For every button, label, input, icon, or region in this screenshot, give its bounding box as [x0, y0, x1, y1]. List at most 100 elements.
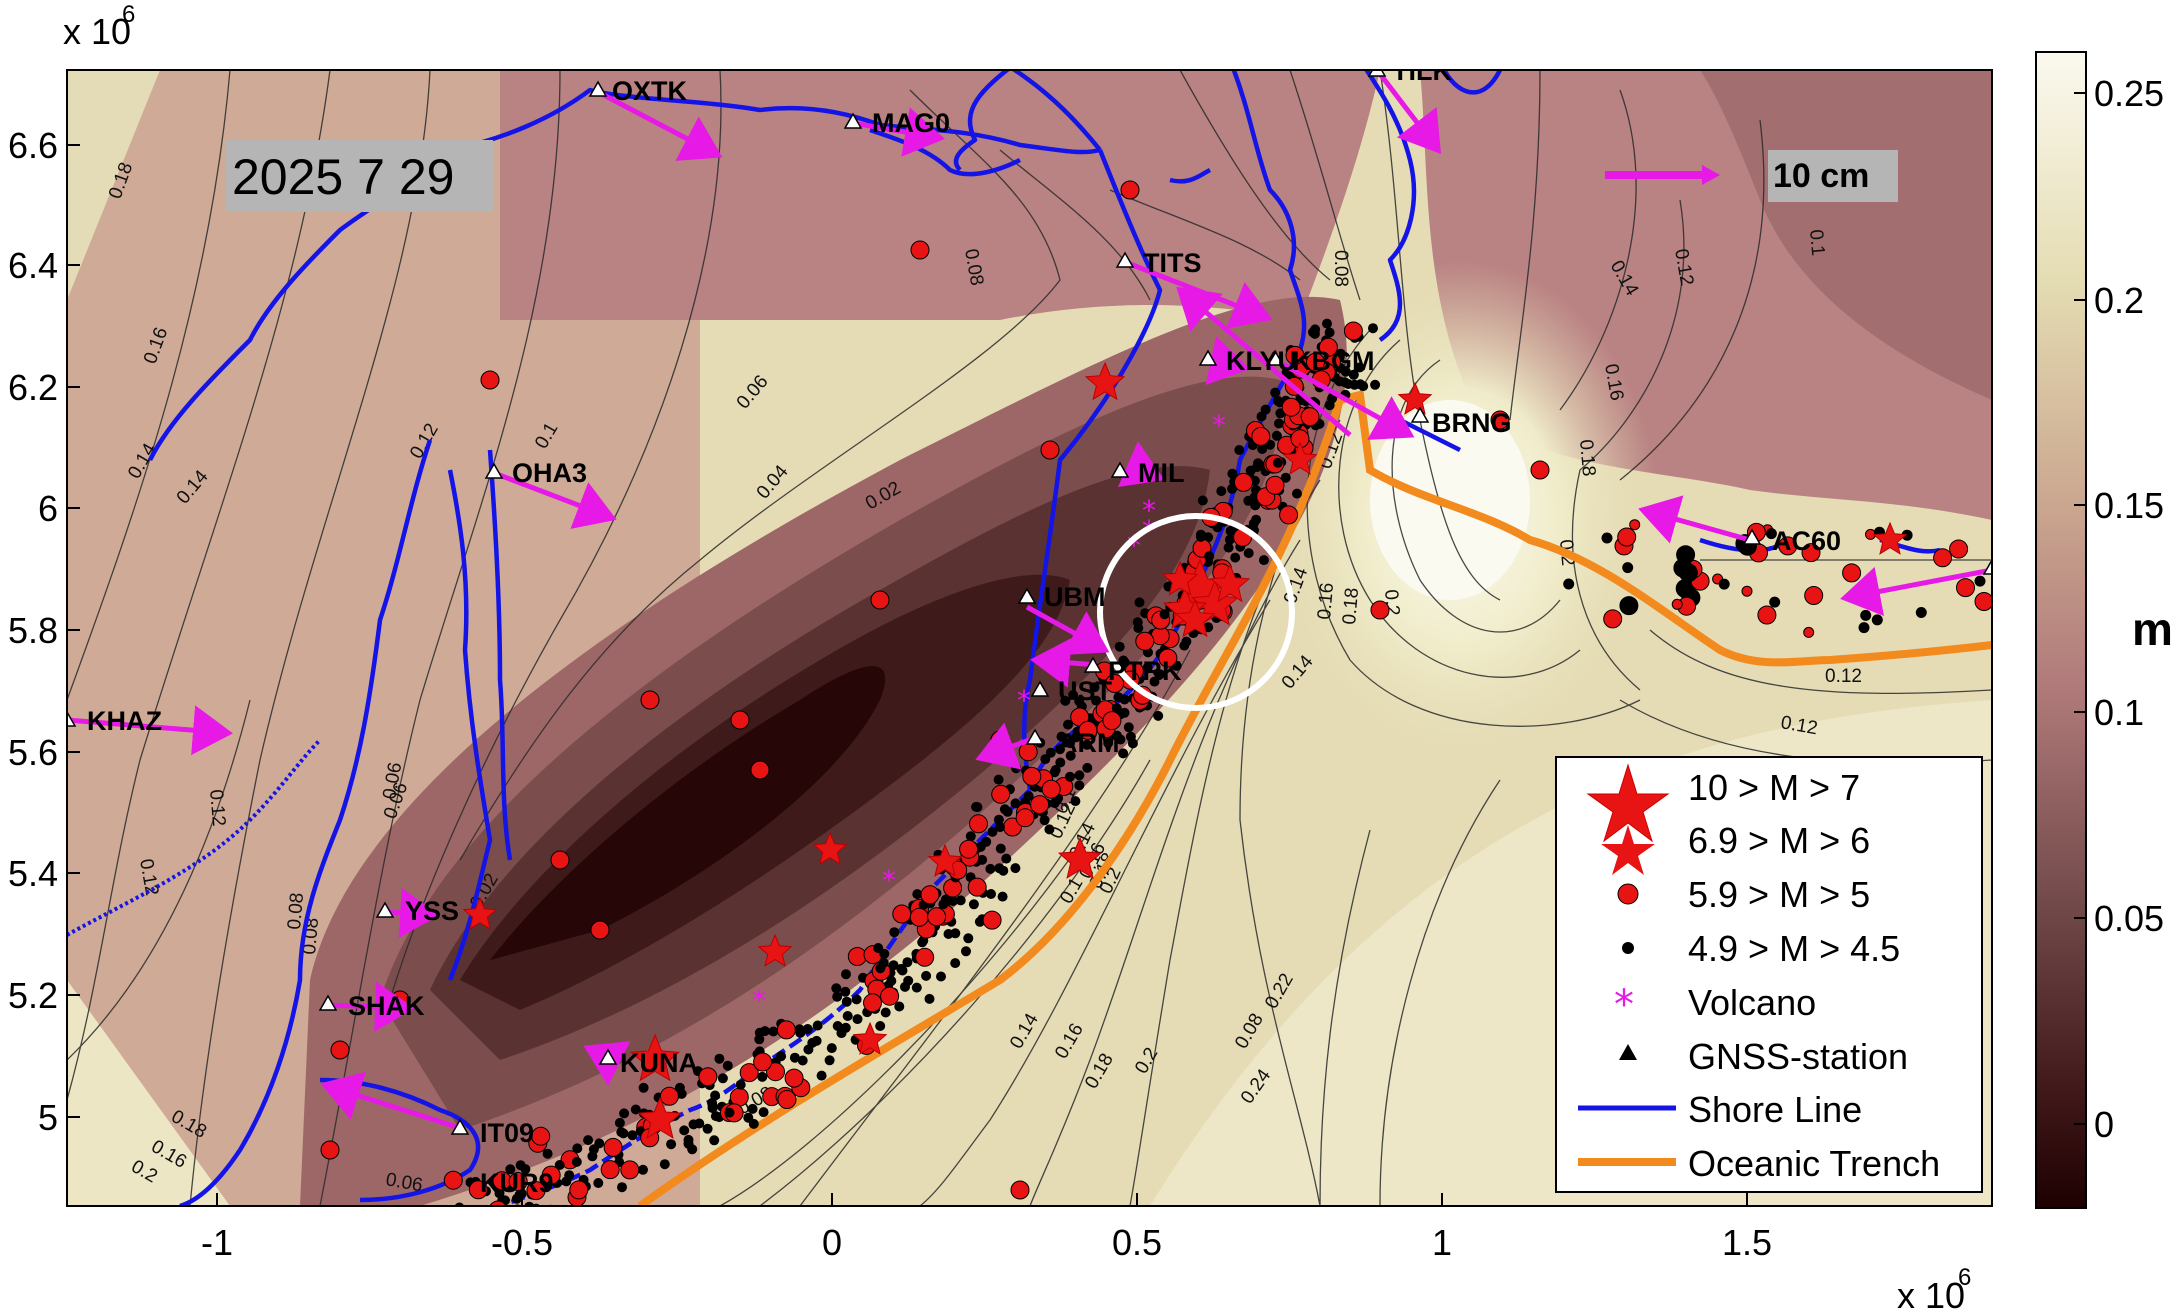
quake-medium — [443, 1170, 463, 1190]
quake-medium — [892, 904, 912, 924]
volcano-marker: * — [982, 744, 996, 777]
quake-aleutian — [1765, 528, 1777, 540]
quake-small — [593, 1178, 604, 1188]
quake-small — [1065, 750, 1076, 761]
quake-aleutian — [1757, 605, 1777, 625]
quake-star — [1209, 563, 1251, 603]
displacement-arrows — [67, 70, 1992, 1131]
quake-small — [542, 1148, 553, 1159]
quake-small — [1354, 362, 1365, 373]
quake-small — [754, 1034, 765, 1045]
quake-small — [1055, 744, 1065, 755]
quake-small — [852, 1014, 863, 1025]
displacement-arrow — [1273, 357, 1415, 440]
quake-medium — [1343, 321, 1363, 341]
quake-small — [709, 1135, 720, 1146]
colorbar-tick: 0.1 — [2094, 692, 2144, 733]
oceanic-trench — [637, 390, 1992, 1206]
quake-small — [1274, 418, 1284, 429]
quake-small — [1134, 597, 1145, 608]
quake-scattered — [910, 240, 930, 260]
quake-small — [1133, 623, 1144, 633]
quake-small — [1142, 662, 1153, 673]
x-tick-label: 1 — [1432, 1222, 1452, 1263]
contour-label: 0.08 — [1330, 250, 1351, 287]
quake-small — [977, 854, 988, 865]
quake-small — [963, 933, 974, 944]
field-northwest-corner — [67, 70, 160, 300]
quake-medium — [698, 1067, 718, 1087]
quake-small — [627, 1130, 638, 1141]
quake-medium — [969, 814, 988, 834]
quake-small — [630, 1104, 641, 1115]
quake-small — [889, 927, 900, 938]
quake-small — [1091, 695, 1102, 706]
gnss-station-triangle — [1410, 406, 1430, 423]
quake-medium — [1300, 407, 1320, 427]
quake-medium — [1030, 795, 1050, 815]
y-tick-label: 5.6 — [8, 732, 58, 773]
quake-small — [811, 1035, 822, 1046]
quake-medium — [959, 839, 979, 859]
quake-aleutian — [1617, 527, 1637, 547]
quake-small — [1082, 739, 1092, 750]
quake-medium — [991, 784, 1011, 804]
quake-small — [487, 1208, 497, 1218]
quake-small — [912, 889, 923, 900]
gnss-station-triangle — [598, 1048, 618, 1065]
quake-small — [880, 1007, 891, 1018]
gnss-station-triangle — [1982, 558, 1992, 575]
quake-small — [1089, 682, 1100, 693]
quake-aleutian — [1778, 536, 1798, 556]
quake-small — [993, 774, 1004, 785]
quake-small — [1258, 555, 1269, 566]
quake-star — [629, 1033, 681, 1082]
quake-small — [995, 822, 1005, 833]
quake-small — [583, 1135, 594, 1146]
quake-small — [1343, 379, 1354, 389]
legend-symbol-star-large — [1586, 763, 1670, 843]
legend-label: Shore Line — [1688, 1089, 1862, 1130]
quake-small — [987, 826, 998, 837]
displacement-arrow — [67, 705, 233, 756]
date-box: 2025 7 29 — [225, 140, 493, 212]
station-label-arm: ARM — [1058, 728, 1120, 758]
quake-small — [1292, 488, 1302, 499]
quake-small — [618, 1128, 629, 1139]
legend-label: Volcano — [1688, 982, 1816, 1023]
quake-aleutian — [1769, 596, 1781, 608]
quake-scattered — [550, 850, 570, 870]
quake-small — [1370, 379, 1381, 390]
map-area: 0.18 0.16 0.14 0.12 0.1 0.08 0.06 0.04 0… — [67, 56, 1992, 1222]
quake-medium — [927, 907, 947, 927]
quake-small — [1223, 542, 1234, 553]
quake-small — [505, 1164, 516, 1175]
quake-small — [707, 1103, 718, 1114]
quake-star — [852, 1021, 888, 1055]
station-label-tilk: TILK — [1392, 56, 1452, 86]
displacement-arrow — [1117, 441, 1165, 487]
quake-small — [1010, 863, 1021, 874]
quake-aleutian — [1974, 575, 1986, 587]
quake-small — [950, 958, 961, 969]
quake-star — [462, 896, 498, 930]
quake-small — [1074, 696, 1085, 707]
quake-small — [1181, 636, 1192, 647]
quake-aleutian — [1974, 592, 1992, 611]
quake-medium — [1318, 337, 1338, 357]
quake-scattered — [330, 1040, 350, 1060]
quake-small — [1123, 722, 1134, 733]
displacement-arrow — [1840, 566, 1992, 617]
quake-small — [724, 1107, 735, 1118]
quake-small — [1125, 731, 1136, 742]
colorbar-tick: 0.25 — [2094, 73, 2164, 114]
y-axis: 6.6 6.4 6.2 6 5.8 5.6 5.4 5.2 5 x 10 6 — [8, 1, 135, 1138]
quake-small — [1230, 552, 1241, 563]
quake-small — [873, 943, 884, 953]
quake-medium — [659, 1086, 679, 1106]
quake-small — [489, 1212, 499, 1222]
displacement-arrow — [1176, 286, 1352, 437]
quake-star — [637, 1096, 683, 1139]
quake-small — [886, 975, 897, 986]
